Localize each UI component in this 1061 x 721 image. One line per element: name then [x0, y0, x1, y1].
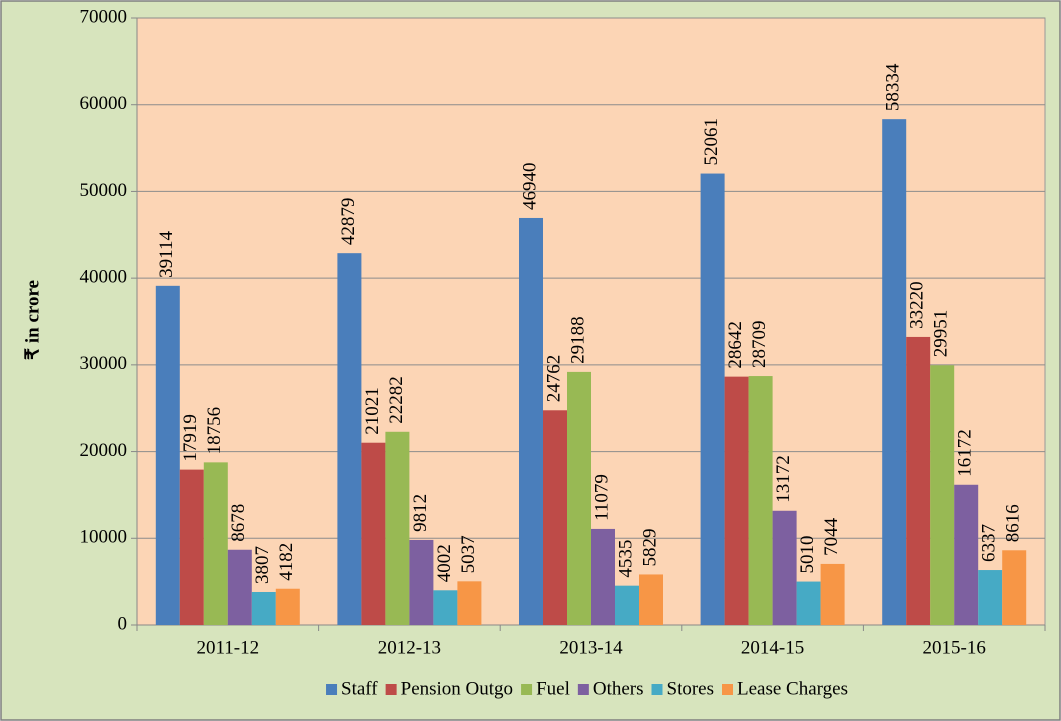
y-tick-label: 30000	[80, 353, 128, 374]
value-label: 5010	[797, 536, 818, 574]
x-tick-label: 2011-12	[196, 637, 259, 658]
bar	[591, 528, 615, 625]
legend-swatch	[521, 684, 533, 695]
legend-label: Lease Charges	[737, 678, 848, 699]
bar	[954, 484, 979, 625]
bar	[203, 462, 228, 625]
x-tick-label: 2014-15	[741, 637, 804, 658]
value-label: 28642	[725, 321, 746, 369]
legend-label: Staff	[341, 678, 378, 699]
y-tick-label: 70000	[80, 6, 128, 27]
y-axis-label: ₹ in crore	[22, 280, 43, 360]
y-tick-label: 20000	[80, 440, 128, 461]
value-label: 8678	[228, 504, 249, 542]
bar	[227, 549, 252, 625]
bar	[385, 431, 410, 625]
value-label: 17919	[180, 414, 201, 462]
value-label: 29188	[567, 316, 588, 364]
bar	[519, 217, 543, 626]
value-label: 52061	[701, 118, 722, 166]
legend-label: Others	[593, 678, 644, 699]
bar	[882, 119, 907, 625]
bar	[639, 574, 663, 625]
value-label: 4182	[276, 543, 297, 581]
bar	[772, 510, 797, 625]
bar	[1002, 550, 1027, 625]
bar	[567, 371, 591, 625]
y-tick-label: 60000	[80, 93, 128, 114]
value-label: 24762	[543, 355, 564, 403]
value-label: 9812	[410, 494, 431, 532]
bar	[543, 410, 567, 625]
value-label: 13172	[773, 455, 794, 503]
bar	[251, 591, 276, 625]
legend-swatch	[326, 684, 338, 695]
value-label: 33220	[907, 281, 928, 329]
bar	[361, 442, 386, 625]
bar	[275, 588, 300, 625]
value-label: 4002	[434, 544, 455, 582]
legend-label: Stores	[667, 678, 715, 699]
y-tick-label: 0	[118, 613, 128, 634]
value-label: 58334	[883, 63, 904, 111]
value-label: 16172	[955, 429, 976, 477]
legend-swatch	[577, 684, 589, 695]
bar	[337, 253, 362, 626]
legend-label: Fuel	[536, 678, 570, 699]
value-label: 8616	[1003, 504, 1024, 542]
bar	[906, 336, 931, 625]
value-label: 28709	[749, 321, 770, 369]
value-label: 5037	[458, 535, 479, 573]
legend-swatch	[651, 684, 663, 695]
value-label: 42879	[338, 198, 359, 246]
bar	[930, 365, 955, 625]
bar	[155, 285, 180, 625]
bar	[457, 581, 482, 625]
y-tick-label: 40000	[80, 267, 128, 288]
bar	[615, 585, 639, 625]
value-label: 5829	[639, 528, 660, 566]
bar	[179, 469, 204, 625]
x-tick-label: 2015-16	[923, 637, 986, 658]
bar	[724, 376, 749, 625]
y-tick-label: 10000	[80, 527, 128, 548]
value-label: 6337	[979, 524, 1000, 562]
value-label: 11079	[591, 474, 612, 521]
x-tick-label: 2013-14	[559, 637, 623, 658]
value-label: 3807	[252, 546, 273, 584]
bar	[978, 570, 1003, 625]
x-tick-label: 2012-13	[378, 637, 441, 658]
bar	[748, 376, 773, 625]
bar	[700, 173, 725, 625]
value-label: 39114	[156, 231, 177, 278]
value-label: 7044	[821, 517, 842, 556]
legend-label: Pension Outgo	[401, 678, 513, 699]
value-label: 46940	[519, 162, 540, 210]
bar	[820, 563, 845, 625]
value-label: 21021	[362, 387, 383, 435]
legend-swatch	[722, 684, 733, 695]
y-tick-label: 50000	[80, 180, 128, 201]
bar	[796, 581, 821, 625]
value-label: 18756	[204, 407, 225, 455]
bar	[433, 590, 458, 625]
value-label: 22282	[386, 376, 407, 424]
value-label: 4535	[615, 540, 636, 578]
legend-swatch	[385, 684, 397, 695]
bar	[409, 539, 434, 625]
value-label: 29951	[931, 310, 952, 358]
